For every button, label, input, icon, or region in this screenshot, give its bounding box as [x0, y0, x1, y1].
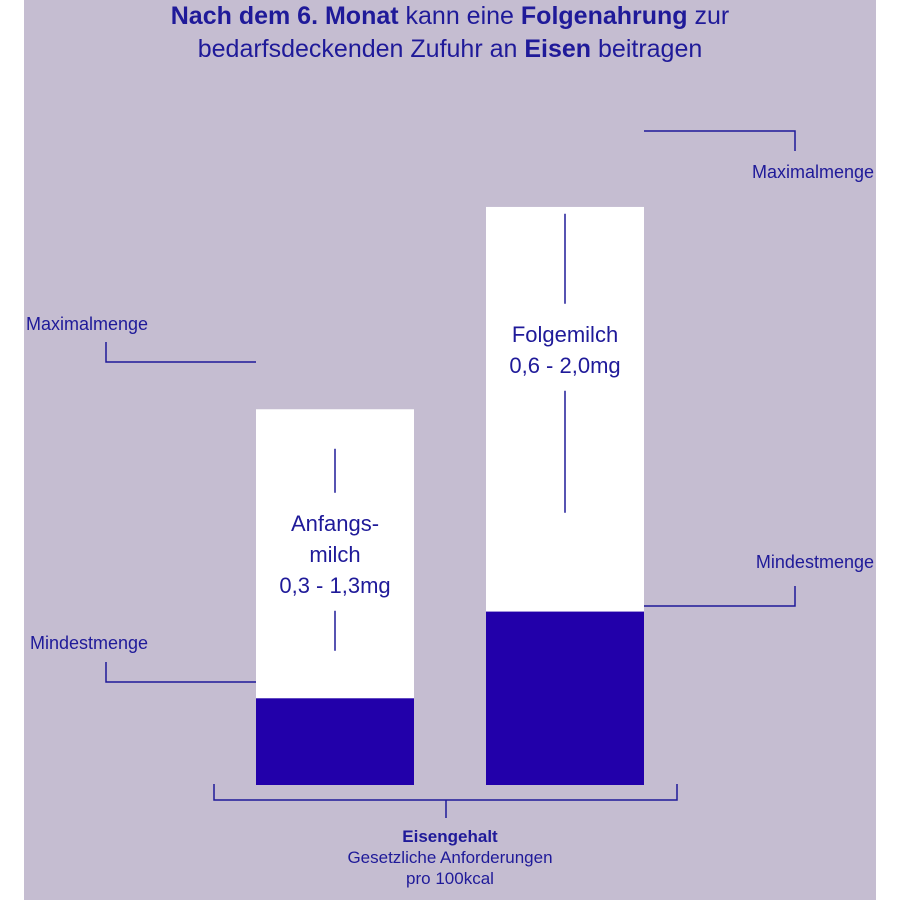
title-fragment: beitragen: [591, 35, 703, 63]
title-line-1: Nach dem 6. Monat kann eine Folgenahrung…: [171, 2, 730, 30]
max-leader-2: [644, 130, 796, 151]
bar-label-1-line-2: milch: [309, 542, 360, 567]
title-fragment: kann eine: [398, 2, 521, 30]
x-axis-title: Eisengehalt Gesetzliche Anforderungen pr…: [0, 826, 900, 889]
max-label-2: Maximalmenge: [752, 162, 874, 182]
bars-group: Anfangs-milch 0,3 - 1,3mg Folgemilch 0,6 - …: [256, 206, 644, 786]
bar-min-2: [486, 611, 644, 785]
title-line-2: bedarfsdeckenden Zufuhr an Eisen beitrag…: [198, 35, 703, 63]
x-axis-sublabel-1: Gesetzliche Anforderungen: [347, 848, 553, 867]
x-axis-bracket: [213, 784, 678, 818]
title-fragment: bedarfsdeckenden Zufuhr an: [197, 35, 525, 63]
chart-background: [24, 0, 876, 900]
bar-label-2-line-2: 0,6 - 2,0mg: [509, 353, 620, 378]
bar-min-1: [256, 698, 414, 785]
bar-label-1-line-1: Anfangs-: [291, 511, 379, 536]
title-fragment: Folgenahrung: [520, 2, 688, 30]
max-leader-1: [105, 342, 256, 363]
min-label-1: Mindestmenge: [30, 633, 148, 653]
x-axis-sublabel-2: pro 100kcal: [406, 869, 494, 888]
max-label-1: Maximalmenge: [26, 314, 148, 334]
annotations-group: Maximalmenge Mindestmenge Maximalmenge Mind…: [26, 130, 874, 683]
bracket-line: [213, 784, 678, 801]
title-fragment: Nach dem 6. Monat: [170, 2, 399, 30]
bar-label-2-line-1: Folgemilch: [512, 322, 618, 347]
chart-title: Nach dem 6. Monat kann eine Folgenahrung…: [0, 0, 900, 66]
min-leader-2: [644, 586, 796, 607]
min-label-2: Mindestmenge: [756, 552, 874, 572]
title-fragment: zur: [687, 2, 730, 30]
min-leader-1: [105, 662, 256, 683]
bar-label-1-line-3: 0,3 - 1,3mg: [279, 573, 390, 598]
title-fragment: Eisen: [524, 35, 592, 63]
x-axis-label: Eisengehalt: [402, 827, 498, 846]
